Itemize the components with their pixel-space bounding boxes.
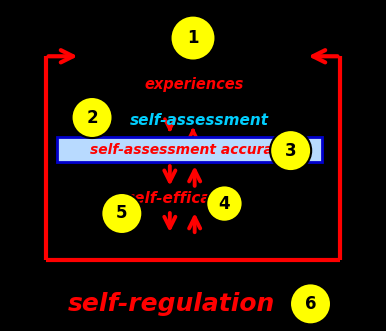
Text: self-regulation: self-regulation [68,292,275,316]
Text: self-assessment accuracy: self-assessment accuracy [90,143,290,157]
Circle shape [206,185,243,222]
Circle shape [290,283,331,324]
Circle shape [270,130,311,171]
Text: experiences: experiences [145,77,244,92]
Text: self-efficacy: self-efficacy [126,191,230,206]
Text: 5: 5 [116,205,128,222]
Text: 6: 6 [305,295,316,313]
Text: self-assessment: self-assessment [130,113,269,128]
Text: 3: 3 [285,142,296,160]
Circle shape [171,16,215,61]
Circle shape [101,193,142,234]
FancyBboxPatch shape [57,137,322,162]
Text: 1: 1 [187,29,199,47]
Text: 4: 4 [218,195,230,213]
Circle shape [71,97,113,138]
Text: 2: 2 [86,109,98,126]
